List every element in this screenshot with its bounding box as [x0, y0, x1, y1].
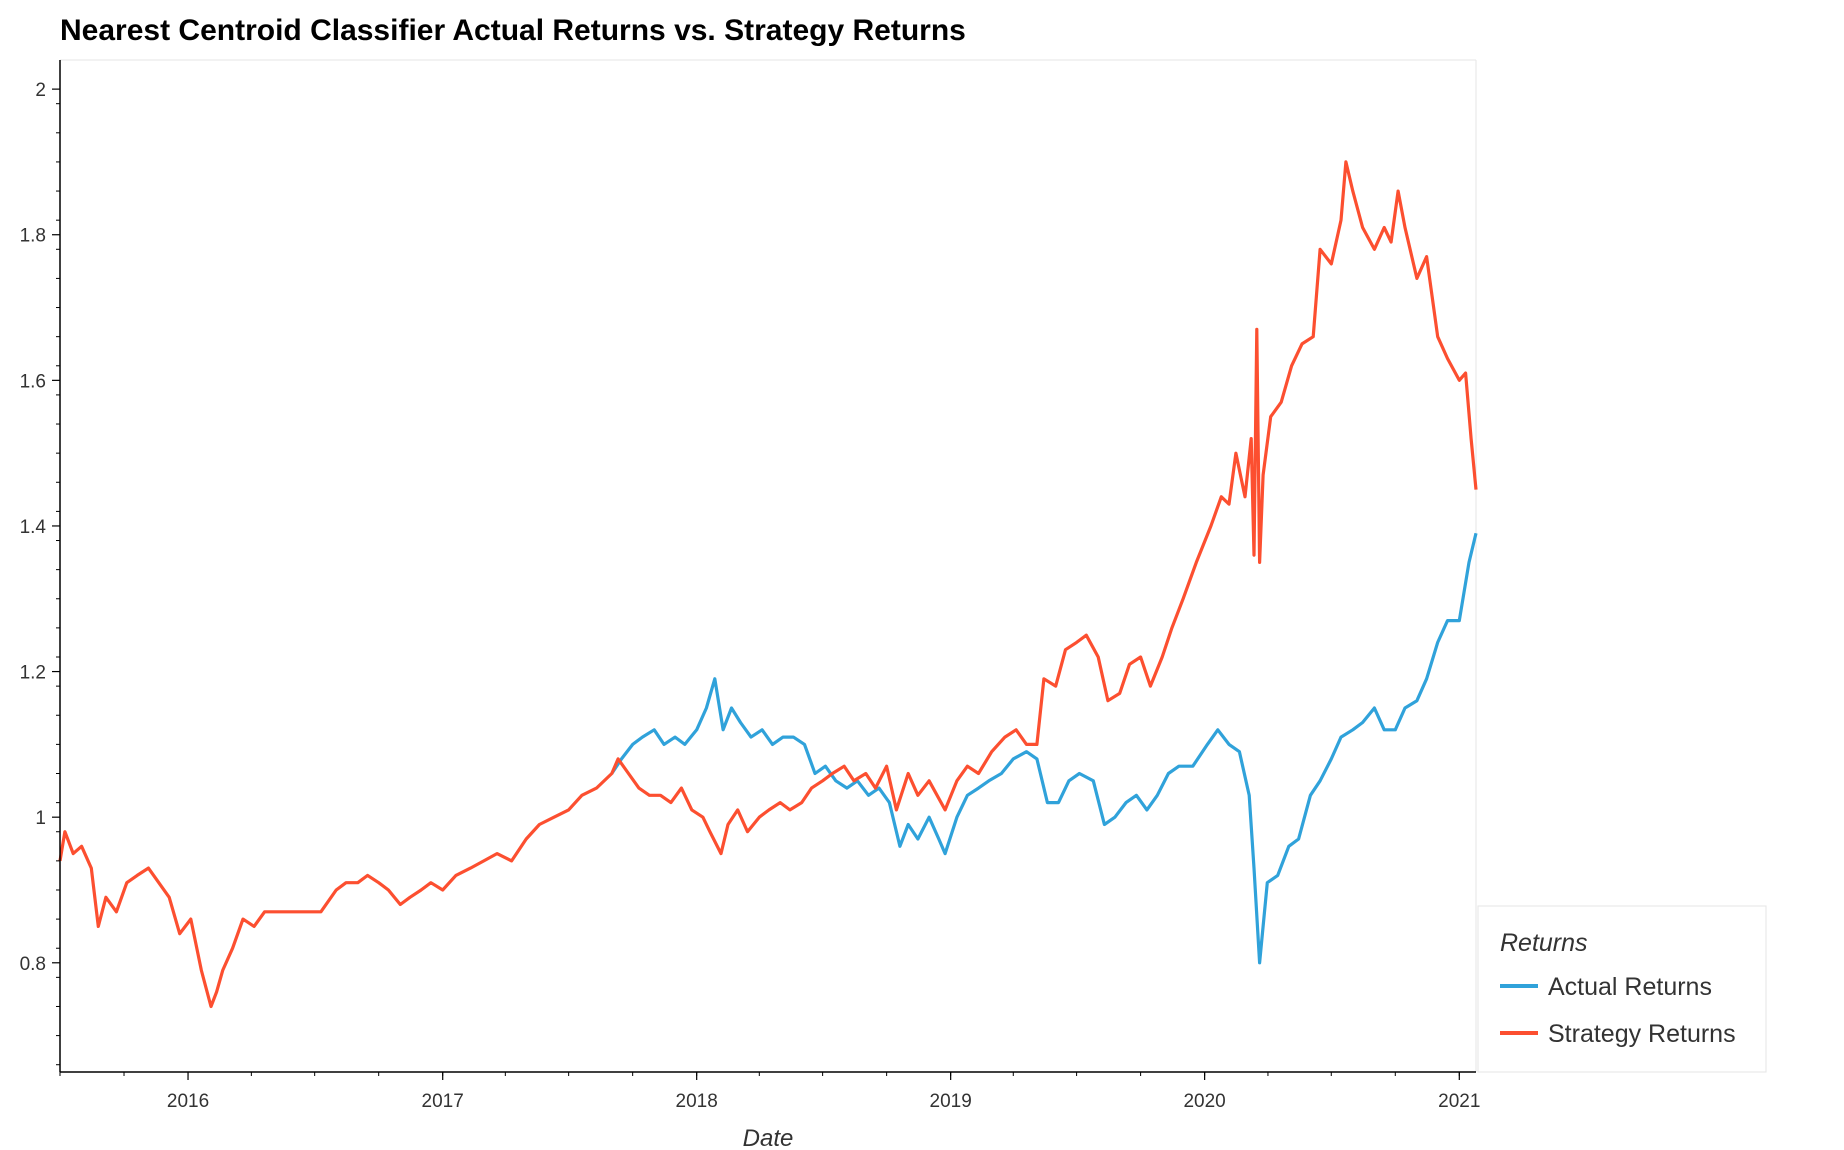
legend-label-strategy-returns: Strategy Returns	[1548, 1020, 1736, 1048]
series-line-strategy-returns	[58, 160, 1478, 1009]
legend-box	[1477, 905, 1767, 1073]
x-axis-title: Date	[743, 1125, 794, 1150]
y-tick-label: 1.6	[20, 371, 46, 392]
y-tick-label: 1	[35, 808, 46, 829]
y-tick-label: 1.4	[20, 517, 47, 538]
legend-label-actual-returns: Actual Returns	[1548, 973, 1712, 1001]
plot-area	[60, 60, 1476, 1072]
y-tick-label: 1.8	[20, 226, 46, 247]
legend: Returns Actual Returns Strategy Returns	[1477, 905, 1767, 1073]
x-tick-label: 2019	[930, 1091, 972, 1112]
y-tick-label: 1.2	[20, 663, 46, 684]
series-layer	[58, 160, 1478, 1009]
x-tick-label: 2016	[167, 1091, 209, 1112]
x-tick-label: 2021	[1438, 1091, 1480, 1112]
x-tick-label: 2017	[422, 1091, 464, 1112]
x-axis-ticks: 2016 2017 2018 2019 2020 2021	[59, 1072, 1480, 1112]
chart-title: Nearest Centroid Classifier Actual Retur…	[60, 14, 966, 47]
series-line-actual-returns	[610, 532, 1478, 965]
x-tick-label: 2020	[1183, 1091, 1225, 1112]
legend-title: Returns	[1500, 929, 1588, 957]
y-axis-ticks: 0.8 1 1.2 1.4 1.6 1.8 2	[20, 80, 60, 1066]
y-tick-label: 2	[35, 80, 46, 101]
x-tick-label: 2018	[676, 1091, 718, 1112]
y-tick-label: 0.8	[20, 954, 46, 975]
